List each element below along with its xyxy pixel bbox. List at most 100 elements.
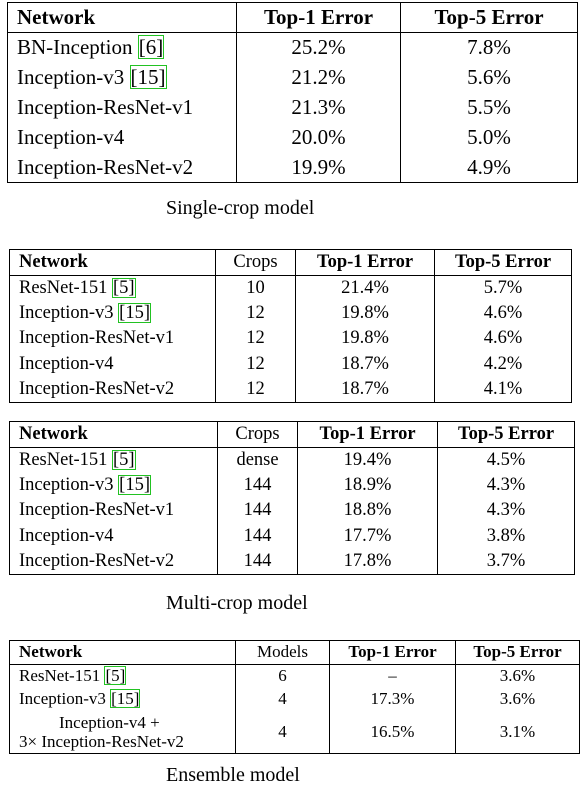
crops-cell: dense [217,447,298,473]
network-name: ResNet-151 [19,666,101,685]
top5-cell: 5.0% [400,122,578,153]
top1-cell: 18.9% [297,472,438,498]
network-cell: Inception-v3 [15] [9,687,236,711]
network-cell: Inception-ResNet-v2 [9,549,218,575]
network-name: BN-Inception [17,35,133,60]
single-crop-caption: Single-crop model [166,197,315,219]
network-name: ResNet-151 [19,449,108,470]
models-cell: 4 [235,711,330,754]
multi-crop-caption: Multi-crop model [166,592,308,614]
table-row: Inception-v4 144 17.7% 3.8% [9,523,575,549]
header-network: Network [9,421,218,448]
table-header-row: Network Models Top-1 Error Top-5 Error [9,640,580,665]
top1-cell: 19.9% [236,152,401,183]
network-name-line1: Inception-v4 + [59,712,160,732]
top1-cell: 19.8% [295,300,435,326]
top5-cell: 7.8% [400,32,578,63]
table-header-row: Network Top-1 Error Top-5 Error [7,2,578,33]
table-row: Inception-v3 [15] 12 19.8% 4.6% [9,300,572,326]
header-top5: Top-5 Error [400,2,578,33]
top1-cell: 21.3% [236,92,401,123]
crops-cell: 144 [217,472,298,498]
citation-link[interactable]: [5] [112,277,136,298]
network-name: ResNet-151 [19,277,108,298]
network-cell: Inception-v4 [9,351,216,377]
header-top5: Top-5 Error [437,421,575,448]
network-cell: Inception-v3 [15] [9,472,218,498]
table-row: Inception-v3 [15] 144 18.9% 4.3% [9,472,575,498]
header-top1: Top-1 Error [297,421,438,448]
multi-crop-table-a: Network Crops Top-1 Error Top-5 Error Re… [9,249,572,403]
models-cell: 6 [235,664,330,688]
citation-link[interactable]: [15] [118,474,151,495]
table-row: Inception-v4 + 3× Inception-ResNet-v2 4 … [9,711,580,754]
header-network: Network [9,640,236,665]
header-top1: Top-1 Error [295,249,435,276]
network-name: Inception-v3 [19,689,106,709]
citation-link[interactable]: [5] [104,666,127,685]
multi-crop-table-b: Network Crops Top-1 Error Top-5 Error Re… [9,421,575,575]
top1-cell: 21.2% [236,62,401,93]
header-network: Network [7,2,237,33]
table-row: Inception-ResNet-v1 144 18.8% 4.3% [9,498,575,524]
network-cell: Inception-v4 [7,122,237,153]
top5-cell: 3.6% [455,687,580,711]
top5-cell: 3.7% [437,549,575,575]
top5-cell: 4.1% [434,377,572,403]
citation-link[interactable]: [6] [137,35,165,60]
table-header-row: Network Crops Top-1 Error Top-5 Error [9,249,572,276]
network-cell: ResNet-151 [5] [9,664,236,688]
top1-cell: 18.8% [297,498,438,524]
citation-link[interactable]: [15] [110,689,141,709]
top1-cell: 18.7% [295,351,435,377]
top1-cell: 16.5% [329,711,456,754]
citation-link[interactable]: [15] [129,65,167,89]
table-row: Inception-ResNet-v1 21.3% 5.5% [7,92,578,123]
top1-cell: 17.3% [329,687,456,711]
network-cell: Inception-v3 [15] [9,300,216,326]
table-row: Inception-v3 [15] 21.2% 5.6% [7,62,578,93]
network-cell: Inception-v4 [9,523,218,549]
header-top5: Top-5 Error [434,249,572,276]
header-crops: Crops [215,249,296,276]
table-row: ResNet-151 [5] dense 19.4% 4.5% [9,447,575,473]
table-row: Inception-v3 [15] 4 17.3% 3.6% [9,687,580,711]
crops-cell: 12 [215,326,296,352]
network-cell: Inception-v3 [15] [7,62,237,93]
crops-cell: 10 [215,275,296,301]
top5-cell: 4.3% [437,472,575,498]
top1-cell: 19.8% [295,326,435,352]
network-cell: Inception-ResNet-v2 [7,152,237,183]
top5-cell: 4.3% [437,498,575,524]
crops-cell: 12 [215,377,296,403]
table-row: Inception-ResNet-v2 12 18.7% 4.1% [9,377,572,403]
top1-cell: 17.7% [297,523,438,549]
top1-cell: 17.8% [297,549,438,575]
top1-cell: 19.4% [297,447,438,473]
network-cell: Inception-ResNet-v1 [9,498,218,524]
top1-cell: – [329,664,456,688]
ensemble-table: Network Models Top-1 Error Top-5 Error R… [9,640,580,754]
network-name: Inception-v3 [19,474,114,495]
table-row: Inception-ResNet-v1 12 19.8% 4.6% [9,326,572,352]
crops-cell: 12 [215,351,296,377]
crops-cell: 144 [217,498,298,524]
citation-link[interactable]: [15] [118,302,151,323]
network-cell: BN-Inception [6] [7,32,237,63]
network-cell: ResNet-151 [5] [9,275,216,301]
crops-cell: 144 [217,523,298,549]
header-network: Network [9,249,216,276]
top1-cell: 21.4% [295,275,435,301]
top5-cell: 4.5% [437,447,575,473]
crops-cell: 12 [215,300,296,326]
citation-link[interactable]: [5] [112,449,136,470]
network-cell: ResNet-151 [5] [9,447,218,473]
header-crops: Crops [217,421,298,448]
top5-cell: 5.6% [400,62,578,93]
top5-cell: 4.9% [400,152,578,183]
ensemble-caption: Ensemble model [166,764,300,786]
top5-cell: 4.6% [434,326,572,352]
top5-cell: 4.6% [434,300,572,326]
table-row: BN-Inception [6] 25.2% 7.8% [7,32,578,63]
network-cell: Inception-ResNet-v2 [9,377,216,403]
